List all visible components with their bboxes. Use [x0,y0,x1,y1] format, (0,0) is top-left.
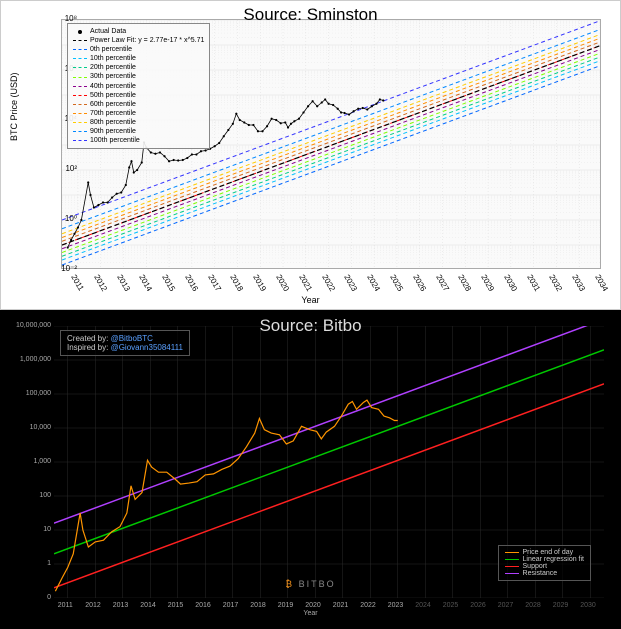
legend-item: Actual Data [73,27,204,36]
bitbo-xtick: 2015 [168,602,184,609]
legend-item: 0th percentile [73,45,204,54]
bitbo-xlabel: Year [303,610,317,617]
sminston-ylabel: BTC Price (USD) [9,72,19,141]
sminston-xtick: 2025 [388,273,405,293]
bitbo-xtick: 2028 [525,602,541,609]
legend-item: 40th percentile [73,82,204,91]
bitbo-xtick: 2020 [305,602,321,609]
charts-container: Source: Sminston BTC Price (USD) Actual … [0,0,621,629]
sminston-xtick: 2028 [456,273,473,293]
sminston-ytick: 10² [47,164,77,173]
bitbo-ytick: 0 [3,594,51,601]
sminston-xtick: 2015 [160,273,177,293]
sminston-xtick: 2016 [183,273,200,293]
bitbo-ytick: 1,000,000 [3,356,51,363]
legend-item: Linear regression fit [505,556,584,563]
credit-created-link[interactable]: @BitboBTC [111,334,153,343]
sminston-xtick: 2012 [92,273,109,293]
bitbo-xtick: 2022 [360,602,376,609]
sminston-chart: Source: Sminston BTC Price (USD) Actual … [0,0,621,310]
bitbo-xtick: 2026 [470,602,486,609]
legend-item: 10th percentile [73,54,204,63]
sminston-xtick: 2032 [548,273,565,293]
sminston-xtick: 2022 [320,273,337,293]
bitbo-logo: BITBO [285,579,335,589]
legend-item: 90th percentile [73,127,204,136]
bitbo-xtick: 2012 [85,602,101,609]
bitbo-xtick: 2013 [113,602,129,609]
bitbo-xtick: 2018 [250,602,266,609]
bitbo-xtick: 2030 [580,602,596,609]
legend-item: Power Law Fit: y = 2.77e-17 * x^5.71 [73,36,204,45]
sminston-xtick: 2023 [343,273,360,293]
legend-item: 30th percentile [73,72,204,81]
sminston-xtick: 2017 [206,273,223,293]
sminston-xtick: 2014 [138,273,155,293]
bitbo-credit-box: Created by: @BitboBTC Inspired by: @Giov… [60,330,190,356]
sminston-xtick: 2018 [229,273,246,293]
sminston-xtick: 2027 [434,273,451,293]
legend-item: 20th percentile [73,63,204,72]
sminston-legend: Actual DataPower Law Fit: y = 2.77e-17 *… [67,23,210,149]
bitbo-ytick: 1 [3,560,51,567]
legend-item: Price end of day [505,549,584,556]
bitbo-xtick: 2019 [278,602,294,609]
legend-item: 60th percentile [73,100,204,109]
sminston-xtick: 2021 [297,273,314,293]
sminston-xlabel: Year [301,295,319,305]
sminston-xtick: 2013 [115,273,132,293]
sminston-ytick: 10⁰ [47,214,77,223]
sminston-xtick: 2024 [365,273,382,293]
legend-item: Support [505,563,584,570]
sminston-xtick: 2026 [411,273,428,293]
bitbo-xtick: 2029 [553,602,569,609]
legend-item: 100th percentile [73,136,204,145]
bitbo-xtick: 2011 [58,602,73,609]
legend-item: 80th percentile [73,118,204,127]
bitbo-xtick: 2027 [498,602,514,609]
bitbo-ytick: 10,000 [3,424,51,431]
legend-item: 50th percentile [73,91,204,100]
credit-inspired: Inspired by: @Giovann35084111 [67,343,183,352]
bitbo-ytick: 10,000,000 [3,322,51,329]
bitbo-xtick: 2014 [140,602,156,609]
bitbo-chart: Source: Bitbo Created by: @BitboBTC Insp… [0,310,621,629]
sminston-title: Source: Sminston [243,5,377,25]
bitbo-ytick: 100,000 [3,390,51,397]
credit-created: Created by: @BitboBTC [67,334,183,343]
bitbo-xtick: 2017 [223,602,239,609]
bitbo-title: Source: Bitbo [259,316,361,336]
bitbo-xtick: 2024 [415,602,431,609]
sminston-ytick: 10⁸ [47,14,77,23]
bitbo-legend: Price end of dayLinear regression fitSup… [498,545,591,581]
sminston-xtick: 2031 [525,273,542,293]
sminston-xtick: 2030 [502,273,519,293]
bitbo-xtick: 2025 [443,602,459,609]
bitbo-xtick: 2021 [333,602,349,609]
bitbo-xtick: 2023 [388,602,404,609]
credit-inspired-link[interactable]: @Giovann35084111 [111,343,183,352]
legend-item: Resistance [505,570,584,577]
legend-item: 70th percentile [73,109,204,118]
sminston-xtick: 2019 [251,273,268,293]
sminston-xtick: 2033 [570,273,587,293]
bitbo-ytick: 100 [3,492,51,499]
sminston-xtick: 2029 [479,273,496,293]
bitbo-xtick: 2016 [195,602,211,609]
sminston-xtick: 2020 [274,273,291,293]
sminston-xtick: 2034 [593,273,610,293]
bitbo-ytick: 1,000 [3,458,51,465]
sminston-xtick: 2011 [69,273,85,292]
sminston-ytick: 10⁻² [47,264,77,273]
bitbo-ytick: 10 [3,526,51,533]
